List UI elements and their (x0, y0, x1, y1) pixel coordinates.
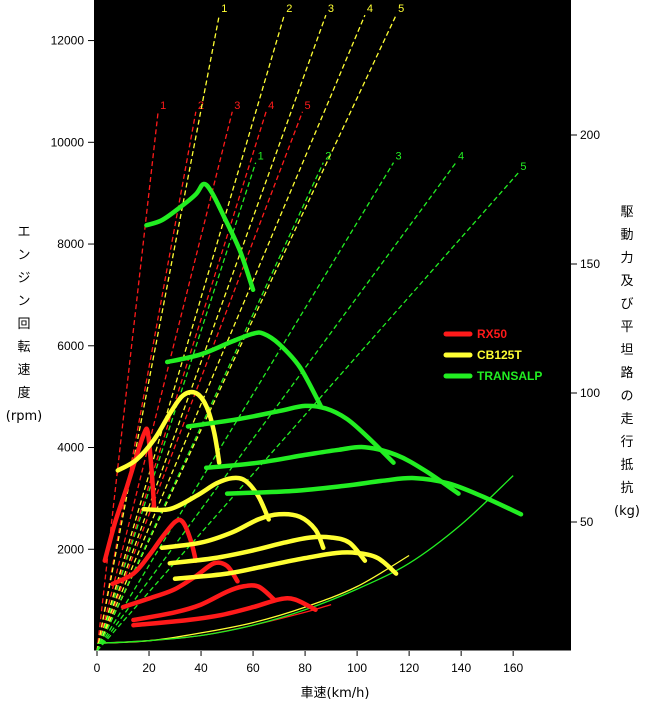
x-tick-label: 40 (194, 661, 208, 675)
traction-curve-transalp-gear-1 (144, 181, 256, 293)
traction-curve-rx50-gear-1 (102, 426, 157, 563)
y-left-tick-label: 12000 (51, 34, 85, 48)
y-axis-label-right-char: 抵 (620, 458, 633, 473)
y-axis-label-right-char: の (620, 389, 633, 404)
gear-label-transalp-1: 1 (258, 151, 264, 163)
gear-line-cb125t-5 (96, 14, 397, 652)
x-tick-label: 100 (347, 661, 367, 675)
gear-line-rx50-1 (96, 111, 159, 652)
y-axis-label-right-char: 坦 (620, 343, 633, 358)
traction-curve-cb125t-gear-4 (167, 534, 368, 566)
gear-label-transalp-5: 5 (520, 161, 526, 173)
gear-line-rx50-5 (96, 111, 304, 652)
y-axis-label-right-char: (kg) (614, 504, 640, 519)
y-axis-label-right-char: び (620, 297, 633, 312)
y-axis-label-left-char: 度 (17, 385, 30, 401)
traction-curve-transalp-gear-2 (164, 330, 323, 409)
y-axis-label-right-char: 平 (620, 320, 633, 335)
legend-label-rx50: RX50 (477, 327, 507, 341)
gear-line-transalp-5 (96, 172, 519, 652)
y-left-tick-label: 4000 (57, 441, 84, 455)
gear-label-cb125t-3: 3 (328, 3, 334, 15)
x-axis-label: 車速(km/h) (301, 686, 370, 701)
gear-line-rx50-2 (96, 111, 197, 652)
gear-line-cb125t-1 (96, 15, 220, 652)
traction-curves (102, 181, 524, 628)
x-tick-label: 60 (246, 661, 260, 675)
y-axis-label-right-char: 路 (620, 365, 633, 381)
gear-line-rx50-3 (96, 111, 233, 652)
y-axis-label-left-char: 速 (17, 363, 30, 378)
y-right-tick-label: 150 (580, 257, 600, 271)
resistance-curve-transalp (96, 475, 514, 644)
y-left-tick-label: 6000 (57, 339, 84, 353)
x-tick-label: 120 (399, 661, 419, 675)
gear-label-rx50-1: 1 (160, 100, 166, 112)
y-right-tick-label: 50 (580, 515, 594, 529)
resistance-curves (96, 475, 514, 644)
traction-curve-transalp-gear-4 (203, 444, 461, 496)
y-axis-label-right-char: 動 (620, 228, 633, 243)
legend-label-transalp: TRANSALP (477, 369, 542, 383)
gear-label-transalp-3: 3 (396, 151, 402, 163)
gear-label-cb125t-4: 4 (367, 3, 373, 15)
gear-label-transalp-4: 4 (458, 151, 464, 163)
traction-curve-transalp-gear-5 (224, 475, 524, 517)
x-tick-label: 0 (94, 661, 101, 675)
gear-label-rx50-5: 5 (304, 100, 310, 112)
traction-curve-rx50-gear-2 (110, 517, 199, 587)
y-axis-label-left-char: ン (17, 294, 30, 309)
gear-label-cb125t-2: 2 (286, 3, 292, 15)
gear-line-cb125t-2 (96, 14, 285, 652)
gear-line-cb125t-3 (96, 14, 327, 652)
y-axis-label-right-char: 駆 (620, 205, 633, 220)
legend-label-cb125t: CB125T (477, 348, 522, 362)
y-axis-label-left-char: ン (17, 248, 30, 263)
y-axis-label-right-char: 力 (620, 251, 633, 266)
x-tick-label: 20 (142, 661, 156, 675)
y-axis-label-left-char: 回 (17, 317, 30, 332)
gear-label-cb125t-5: 5 (398, 3, 404, 15)
legend: RX50 CB125T TRANSALP (443, 327, 542, 383)
y-axis-label-left-char: (rpm) (6, 409, 42, 424)
gear-label-transalp-2: 2 (325, 151, 331, 163)
gear-line-transalp-4 (96, 162, 457, 652)
gear-line-transalp-3 (96, 162, 395, 652)
tick-labels: 0 20 40 60 80 100 120 140 160 2000 4000 6000 8000 100… (51, 34, 601, 675)
y-right-tick-label: 100 (580, 386, 600, 400)
y-left-tick-label: 2000 (57, 542, 84, 556)
traction-curve-cb125t-gear-5 (172, 550, 399, 582)
gear-label-cb125t-1: 1 (221, 3, 227, 15)
y-left-tick-label: 10000 (51, 135, 85, 149)
y-axis-label-right-char: 抗 (620, 481, 633, 496)
y-axis-label-left-char: ジ (17, 271, 30, 286)
traction-curve-transalp-gear-3 (185, 403, 396, 465)
gear-line-rx50-4 (96, 111, 267, 652)
traction-curve-rx50-gear-5 (131, 596, 318, 628)
y-left-tick-label: 8000 (57, 237, 84, 251)
y-axis-label-right-char: 行 (620, 435, 633, 450)
y-right-tick-label: 200 (580, 128, 600, 142)
gear-label-rx50-2: 2 (198, 100, 204, 112)
plot-area (94, 0, 571, 651)
y-axis-label-left-char: エ (17, 225, 30, 240)
x-tick-label: 80 (298, 661, 312, 675)
x-tick-label: 140 (451, 661, 471, 675)
y-axis-label-right-char: 及 (620, 274, 633, 289)
traction-curve-cb125t-gear-3 (159, 511, 326, 551)
gear-label-rx50-4: 4 (268, 100, 274, 112)
x-tick-label: 160 (503, 661, 523, 675)
gear-line-cb125t-4 (96, 14, 366, 652)
traction-curve-rx50-gear-4 (131, 583, 277, 623)
gear-lines: 1 2 3 4 5 1 2 3 4 5 1 2 3 4 5 (96, 3, 526, 652)
gear-label-rx50-3: 3 (234, 100, 240, 112)
y-axis-label-right-char: 走 (620, 412, 633, 427)
y-axis-label-left-char: 転 (17, 340, 30, 355)
